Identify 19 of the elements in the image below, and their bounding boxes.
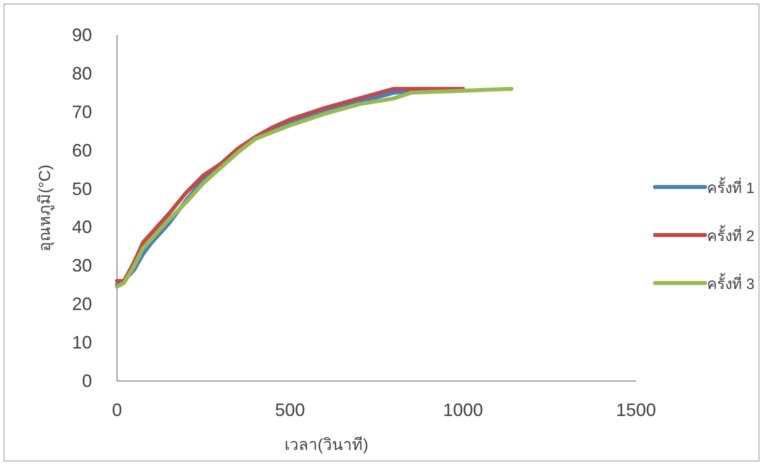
- legend-label: ครั้งที่ 3: [707, 273, 755, 293]
- x-tick-label: 1000: [442, 400, 484, 420]
- y-tick-label: 10: [72, 332, 92, 353]
- y-tick-label: 60: [72, 140, 92, 160]
- x-axis-title: เวลา(วินาที): [284, 436, 368, 454]
- x-tick-label: 500: [274, 400, 306, 420]
- legend-label: ครั้งที่ 1: [707, 177, 755, 197]
- legend-label: ครั้งที่ 2: [707, 225, 755, 245]
- y-tick-label: 0: [82, 371, 92, 391]
- x-tick-label: 0: [112, 400, 122, 420]
- y-tick-label: 90: [72, 25, 92, 45]
- y-tick-label: 40: [72, 217, 92, 238]
- y-axis-title: อุณหภูมิ(°C): [37, 164, 55, 252]
- y-tick-label: 70: [72, 102, 92, 122]
- x-tick-label: 1500: [616, 400, 656, 420]
- y-tick-label: 20: [72, 294, 92, 314]
- y-tick-label: 80: [72, 63, 92, 84]
- y-tick-label: 50: [72, 178, 92, 199]
- y-tick-label: 30: [72, 256, 92, 276]
